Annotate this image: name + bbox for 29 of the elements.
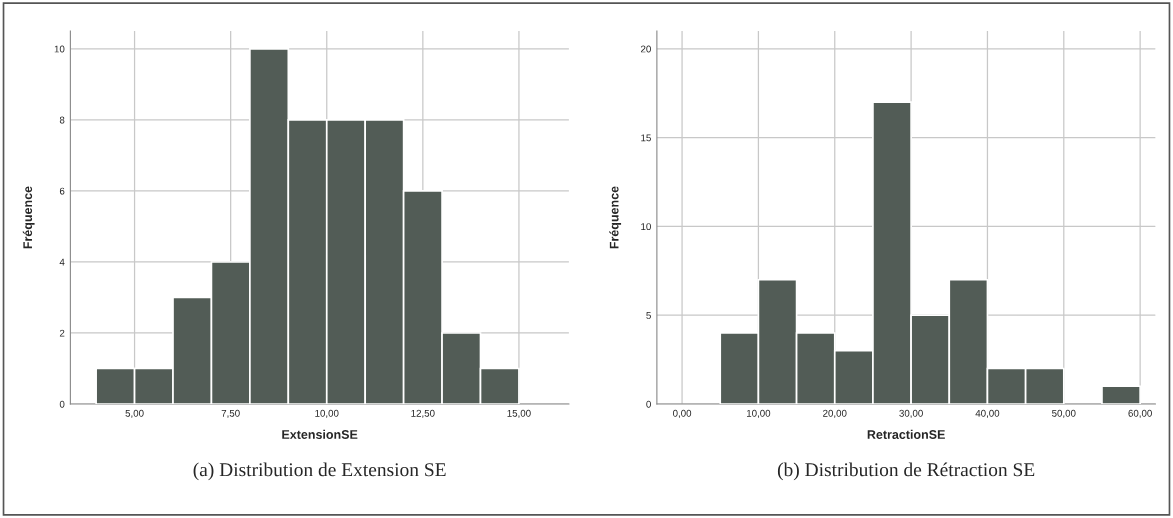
- x-tick-label: 10,00: [747, 409, 771, 418]
- y-tick-label: 0: [59, 400, 65, 408]
- x-tick-label: 40,00: [975, 409, 1000, 418]
- y-tick-label: 15: [641, 134, 651, 142]
- y-tick-label: 6: [59, 187, 65, 195]
- x-tick-label: 5,00: [125, 409, 144, 418]
- text: (b) Distribution de Rétraction SE: [777, 462, 1035, 481]
- y-tick-label: 10: [54, 45, 65, 53]
- x-tick-label: 50,00: [1052, 409, 1076, 418]
- y-tick-label: 10: [641, 223, 651, 231]
- y-tick-label: 4: [59, 258, 65, 266]
- y-axis-title: Fréquence: [22, 186, 35, 249]
- y-tick-label: 8: [59, 116, 65, 124]
- x-tick-label: 20,00: [823, 409, 847, 418]
- x-tick-label: 10,00: [315, 409, 339, 418]
- x-tick-label: 30,00: [899, 409, 923, 418]
- y-axis-title: Fréquence: [609, 186, 622, 249]
- x-axis-title: ExtensionSE: [282, 429, 358, 439]
- x-tick-label: 15,00: [507, 409, 531, 418]
- y-tick-label: 0: [646, 400, 651, 408]
- x-tick-label: 12,50: [411, 409, 435, 418]
- x-axis-title: RetractionSE: [867, 429, 945, 439]
- y-tick-label: 2: [59, 329, 65, 337]
- text: (a) Distribution de Extension SE: [193, 462, 446, 481]
- x-tick-label: 60,00: [1128, 409, 1152, 418]
- x-tick-label: 0,00: [672, 409, 692, 418]
- x-tick-label: 7,50: [221, 409, 240, 418]
- y-tick-label: 5: [646, 312, 651, 319]
- y-tick-label: 20: [641, 45, 651, 53]
